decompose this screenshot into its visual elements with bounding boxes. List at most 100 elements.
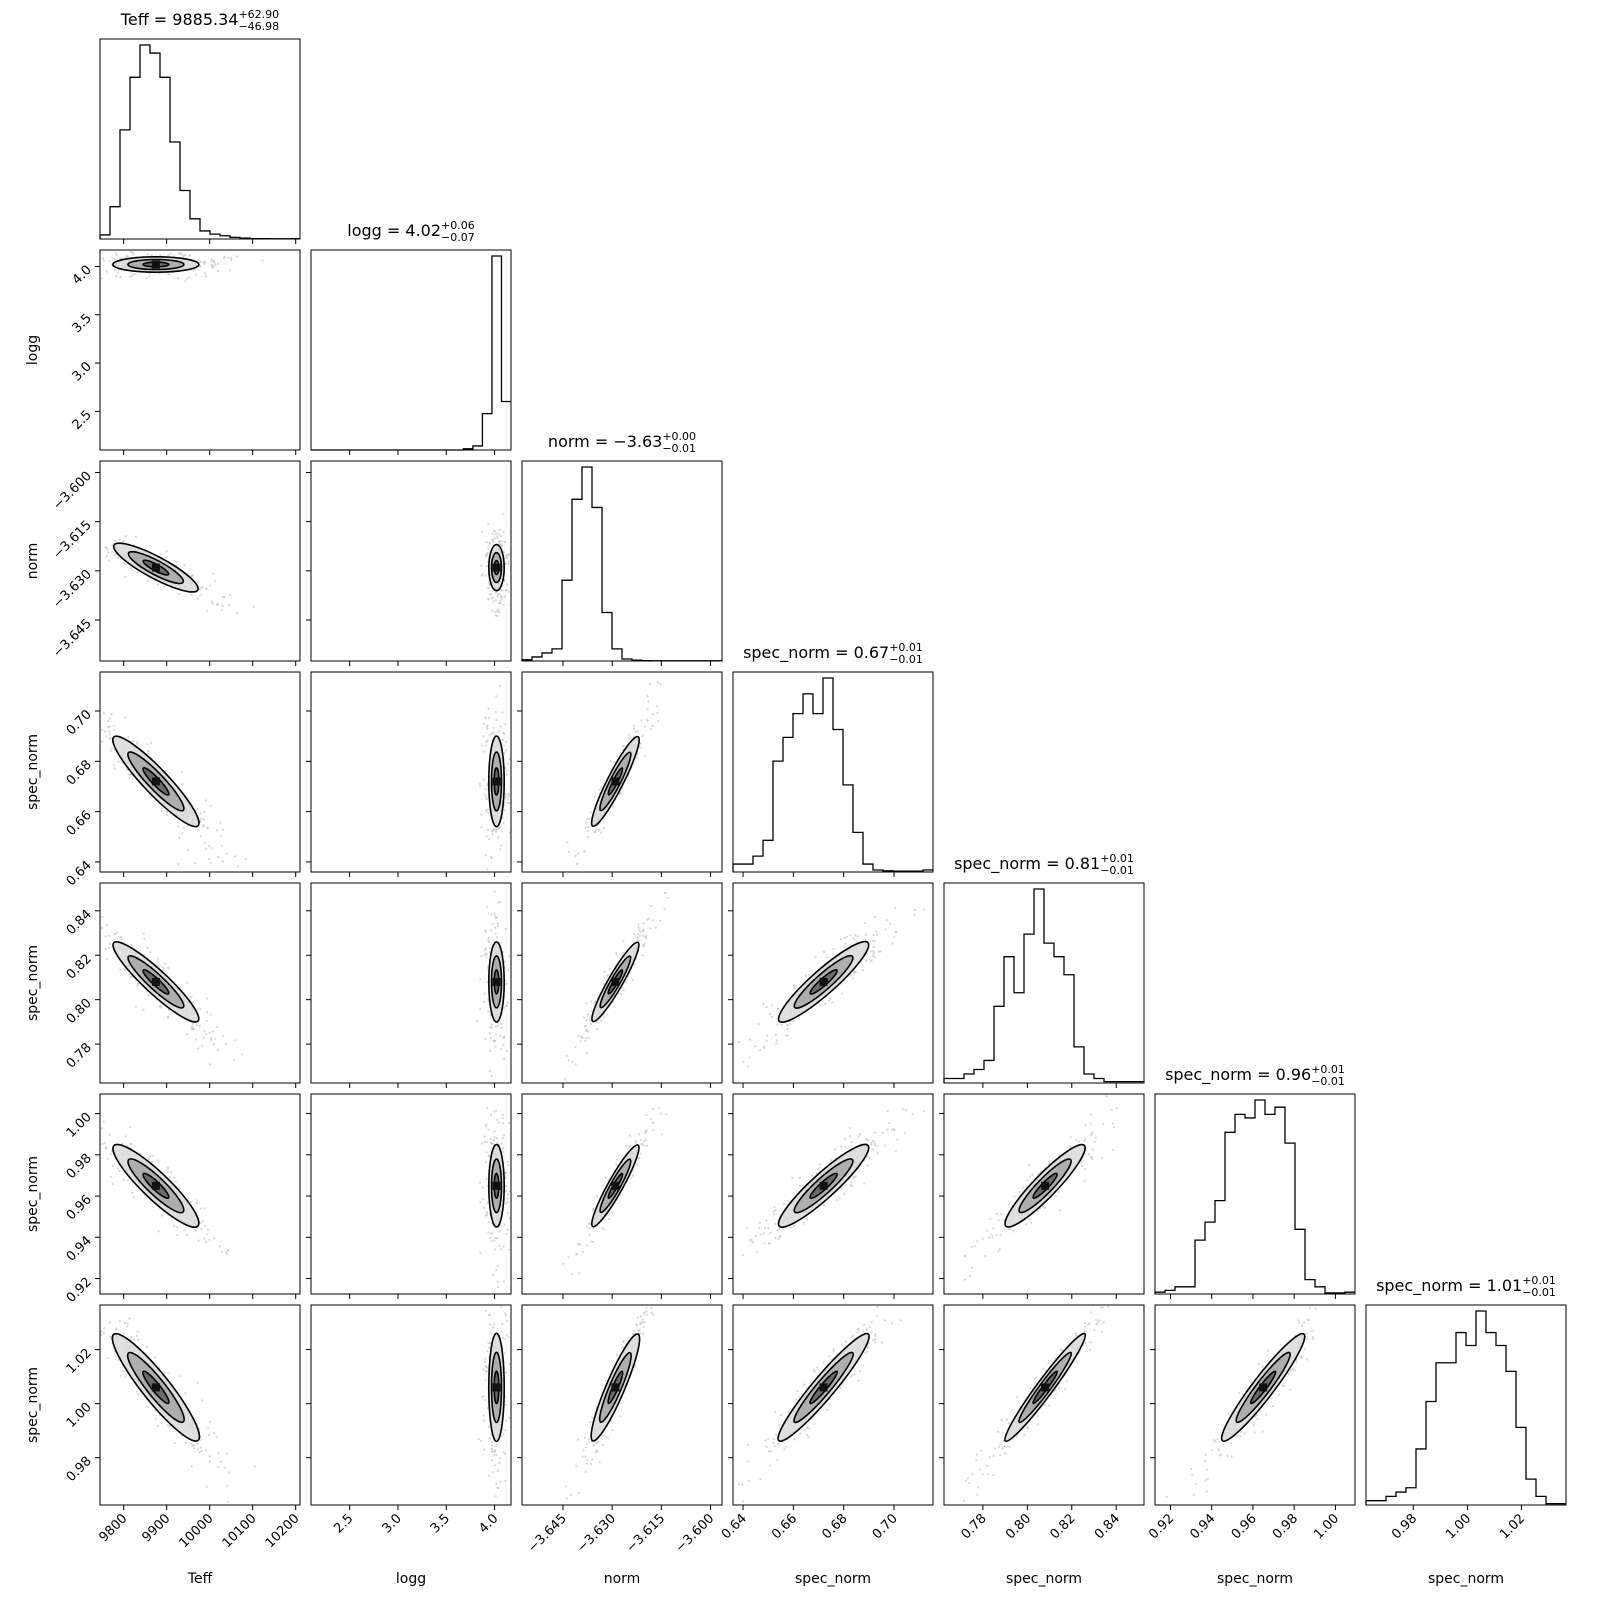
- sample-point: [656, 681, 659, 684]
- sample-point: [828, 997, 831, 1000]
- sample-point: [1102, 1306, 1105, 1309]
- sample-point: [998, 1454, 1002, 1457]
- sample-point: [1089, 1348, 1092, 1351]
- sample-point: [230, 256, 233, 259]
- sample-point: [1013, 1195, 1016, 1198]
- sample-point: [130, 1336, 133, 1339]
- sample-point: [149, 951, 152, 954]
- y-axis-label: spec_norm: [25, 945, 41, 1021]
- sample-point: [160, 1005, 163, 1008]
- sample-point: [872, 1139, 875, 1142]
- sample-point: [643, 1311, 646, 1314]
- sample-point: [166, 1166, 169, 1170]
- sample-point: [1084, 1168, 1087, 1171]
- sample-point: [1238, 1391, 1241, 1394]
- sample-point: [100, 728, 104, 732]
- sample-point: [502, 1043, 505, 1046]
- sample-point: [108, 717, 112, 720]
- sample-point: [487, 811, 490, 815]
- sample-point: [1211, 1448, 1214, 1451]
- scatter-panel-6-1: 2.5 3.0 3.5 4.0: [306, 1304, 512, 1536]
- sample-point: [230, 258, 233, 261]
- sample-point: [503, 732, 506, 736]
- sample-point: [498, 528, 501, 532]
- sample-point: [502, 1433, 505, 1436]
- sample-point: [1001, 1447, 1004, 1450]
- sample-point: [505, 1314, 508, 1317]
- sample-point: [574, 854, 577, 858]
- sample-point: [505, 556, 508, 559]
- sample-point: [1054, 1194, 1057, 1197]
- sample-point: [221, 604, 224, 607]
- sample-point: [504, 1189, 507, 1192]
- sample-point: [877, 950, 881, 953]
- sample-point: [182, 826, 185, 829]
- sample-point: [507, 955, 510, 958]
- sample-point: [794, 985, 797, 988]
- sample-point: [746, 1065, 749, 1068]
- sample-point: [150, 741, 153, 745]
- sample-point: [632, 1330, 636, 1333]
- sample-point: [796, 1390, 799, 1393]
- sample-point: [643, 1321, 646, 1324]
- sample-point: [1030, 1221, 1033, 1224]
- title-minus: −46.98: [238, 20, 279, 33]
- sample-point: [499, 900, 502, 904]
- sample-point: [102, 259, 105, 262]
- sample-point: [803, 1428, 807, 1432]
- sample-point: [216, 1049, 219, 1052]
- sample-point: [991, 1236, 994, 1239]
- sample-point: [487, 1010, 490, 1013]
- sample-point: [491, 609, 494, 612]
- sample-point: [102, 257, 105, 260]
- sample-point: [600, 831, 603, 834]
- sample-point: [107, 934, 111, 937]
- sample-point: [112, 764, 115, 767]
- sample-point: [210, 1037, 213, 1040]
- sample-point: [485, 798, 488, 801]
- sample-point: [839, 938, 842, 941]
- sample-point: [199, 594, 202, 597]
- sample-point: [156, 963, 159, 966]
- sample-point: [493, 1239, 496, 1242]
- sample-point: [806, 1433, 809, 1436]
- x-tick-label: 0.68: [819, 1511, 850, 1542]
- sample-point: [854, 1175, 857, 1178]
- sample-point: [603, 1228, 606, 1231]
- scatter-panel-4-1: [306, 882, 512, 1088]
- scatter-panel-6-5: 0.92 0.94 0.96 0.98 1.00: [1146, 1304, 1356, 1542]
- sample-point: [490, 913, 493, 916]
- sample-point: [116, 272, 119, 275]
- sample-point: [1008, 1422, 1011, 1425]
- sample-point: [500, 830, 503, 833]
- sample-point: [159, 254, 162, 257]
- sample-point: [615, 1353, 619, 1356]
- sample-point: [164, 962, 167, 965]
- sample-point: [204, 799, 207, 802]
- sample-point: [843, 1192, 846, 1195]
- sample-point: [1216, 1437, 1219, 1440]
- sample-point: [121, 1369, 124, 1373]
- sample-point: [506, 798, 509, 801]
- sample-point: [576, 1438, 580, 1441]
- sample-point: [206, 997, 209, 1000]
- sample-point: [643, 725, 646, 728]
- sample-point: [586, 1052, 589, 1055]
- sample-point: [133, 273, 136, 276]
- sample-point: [772, 1437, 776, 1440]
- sample-point: [496, 1264, 499, 1267]
- sample-point: [622, 744, 625, 747]
- sample-point: [889, 922, 892, 925]
- sample-point: [208, 1238, 211, 1241]
- sample-point: [1087, 1323, 1090, 1326]
- sample-point: [203, 841, 206, 844]
- sample-point: [501, 1336, 504, 1340]
- sample-point: [104, 1147, 107, 1150]
- title-label: Teff: [120, 10, 150, 29]
- sample-point: [762, 1046, 765, 1049]
- density-peak: [611, 777, 620, 786]
- sample-point: [142, 932, 145, 935]
- sample-point: [848, 1127, 852, 1130]
- sample-point: [487, 707, 490, 711]
- sample-point: [1226, 1455, 1229, 1458]
